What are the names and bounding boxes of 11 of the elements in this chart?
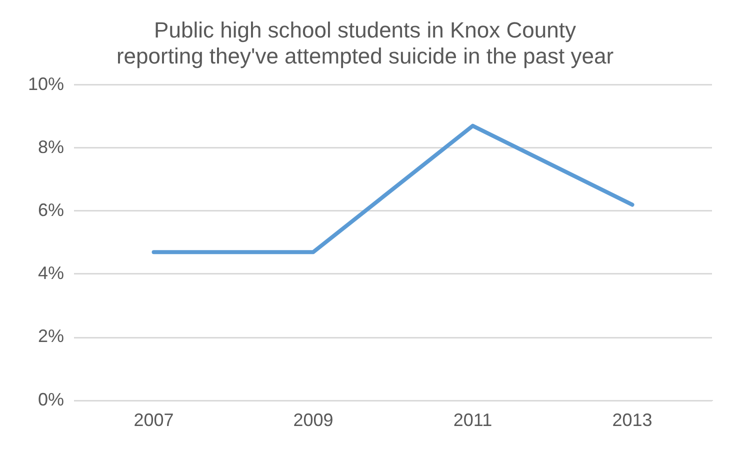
y-tick-label: 4% <box>38 263 64 284</box>
y-tick-label: 6% <box>38 200 64 220</box>
x-tick-label: 2013 <box>612 410 652 430</box>
x-tick-label: 2009 <box>293 410 334 430</box>
y-tick-label: 2% <box>38 326 64 346</box>
y-tick-label: 8% <box>38 136 64 157</box>
chart-title: Public high school students in Knox County reporting they've attempted suicide in the past year <box>116 17 614 69</box>
y-tick-label: 0% <box>38 389 64 410</box>
x-tick-label: 2007 <box>134 410 174 430</box>
x-tick-label: 2011 <box>453 410 492 430</box>
y-tick-label: 10% <box>28 74 64 94</box>
